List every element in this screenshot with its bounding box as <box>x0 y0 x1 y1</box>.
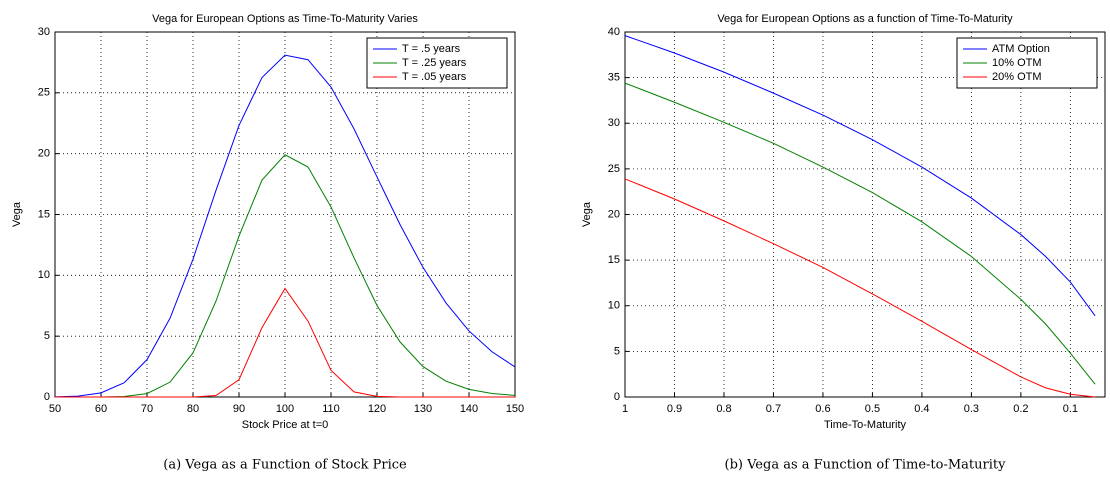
x-tick-label: 0.1 <box>1063 403 1078 415</box>
series-line <box>624 178 1096 398</box>
y-tick-label: 25 <box>608 163 620 175</box>
legend-label: 20% OTM <box>992 71 1042 83</box>
legend-label: T = .05 years <box>402 71 467 83</box>
y-tick-label: 30 <box>38 26 50 38</box>
series-line <box>624 82 1096 385</box>
x-tick-label: 0.7 <box>766 403 781 415</box>
x-tick-label: 0.8 <box>716 403 731 415</box>
legend-label: 10% OTM <box>992 57 1042 69</box>
x-tick-label: 90 <box>233 403 245 415</box>
y-tick-label: 15 <box>608 254 620 266</box>
x-tick-label: 110 <box>322 403 340 415</box>
x-tick-label: 60 <box>95 403 107 415</box>
y-tick-label: 0 <box>44 391 50 403</box>
caption: (a) Vega as a Function of Stock Price <box>163 458 407 473</box>
legend-label: ATM Option <box>992 43 1050 55</box>
series-line <box>624 35 1096 317</box>
y-tick-label: 10 <box>608 300 620 312</box>
caption: (b) Vega as a Function of Time-to-Maturi… <box>725 458 1007 473</box>
x-tick-label: 0.2 <box>1013 403 1028 415</box>
x-tick-label: 130 <box>414 403 432 415</box>
y-tick-label: 5 <box>44 330 50 342</box>
x-tick-label: 80 <box>187 403 199 415</box>
y-axis-label: Vega <box>11 201 23 227</box>
x-tick-label: 0.6 <box>815 403 830 415</box>
x-tick-label: 0.5 <box>865 403 880 415</box>
x-tick-label: 100 <box>276 403 294 415</box>
y-tick-label: 20 <box>608 208 620 220</box>
chart-title: Vega for European Options as a function … <box>717 13 1013 25</box>
x-tick-label: 70 <box>141 403 153 415</box>
y-tick-label: 20 <box>38 148 50 160</box>
chart-title: Vega for European Options as Time-To-Mat… <box>152 13 418 25</box>
x-tick-label: 50 <box>49 403 61 415</box>
series-line <box>54 54 516 398</box>
x-tick-label: 0.9 <box>667 403 682 415</box>
y-tick-label: 0 <box>614 391 620 403</box>
x-tick-label: 0.3 <box>964 403 979 415</box>
x-tick-label: 0.4 <box>914 403 929 415</box>
y-axis-label: Vega <box>581 201 593 227</box>
y-tick-label: 30 <box>608 117 620 129</box>
series-line <box>55 287 515 398</box>
y-tick-label: 35 <box>608 72 620 84</box>
y-tick-label: 40 <box>608 26 620 38</box>
x-tick-label: 120 <box>368 403 386 415</box>
x-tick-label: 150 <box>506 403 524 415</box>
x-axis-label: Time-To-Maturity <box>824 419 907 431</box>
series-line <box>55 154 516 398</box>
plot-frame <box>54 31 516 398</box>
legend-label: T = .5 years <box>402 43 461 55</box>
y-tick-label: 25 <box>38 87 50 99</box>
x-tick-label: 140 <box>460 403 478 415</box>
x-tick-label: 1 <box>622 403 628 415</box>
y-tick-label: 5 <box>614 345 620 357</box>
legend-label: T = .25 years <box>402 57 467 69</box>
x-axis-label: Stock Price at t=0 <box>242 419 329 431</box>
y-tick-label: 15 <box>38 208 50 220</box>
y-tick-label: 10 <box>38 269 50 281</box>
plot-frame <box>624 31 1106 398</box>
